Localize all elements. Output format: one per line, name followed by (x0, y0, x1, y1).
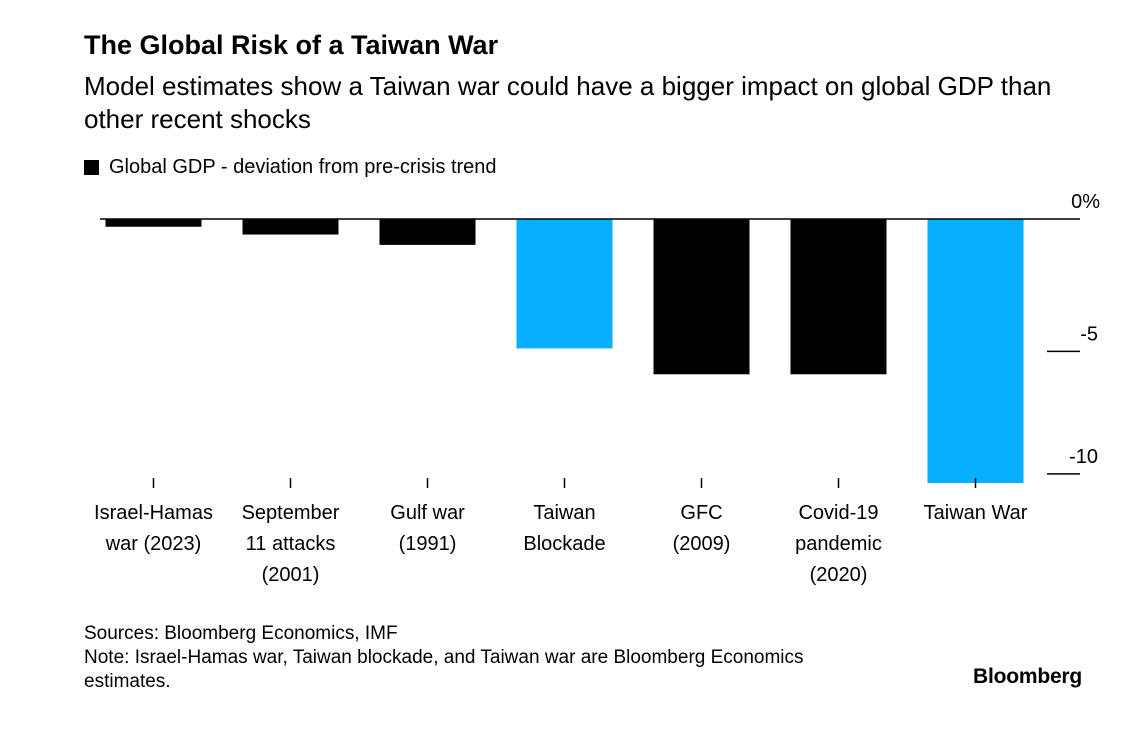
bloomberg-logo: Bloomberg (973, 665, 1083, 688)
legend: Global GDP - deviation from pre-crisis t… (84, 156, 497, 179)
legend-label: Global GDP - deviation from pre-crisis t… (109, 156, 497, 178)
category-label: September 11 attacks (2001) (242, 502, 340, 586)
category-label-line: Covid-19 (798, 502, 878, 524)
category-label-line: war (2023) (105, 533, 202, 555)
bar (790, 219, 887, 375)
category-label: Covid-19 pandemic (2020) (795, 502, 882, 586)
bar (516, 219, 613, 349)
legend-swatch (84, 160, 99, 175)
category-label-line: (1991) (399, 533, 457, 555)
category-label-line: 11 attacks (246, 533, 336, 555)
bar (105, 219, 202, 227)
sources-text: Sources: Bloomberg Economics, IMF (84, 623, 398, 644)
category-label-line: GFC (680, 502, 722, 524)
category-label-line: Gulf war (390, 502, 465, 524)
bar-chart: Israel-Hamas war (2023) September 11 attack… (94, 191, 1100, 586)
category-label-line: September (242, 502, 340, 524)
bar (927, 219, 1024, 483)
category-label-line: Taiwan War (924, 502, 1028, 524)
category-label: Taiwan Blockade (523, 502, 605, 555)
category-label: Gulf war (1991) (390, 502, 465, 555)
category-label-line: (2001) (262, 564, 320, 586)
category-label-line: Blockade (523, 533, 605, 555)
bar (653, 219, 750, 375)
category-label-line: Israel-Hamas (94, 502, 213, 524)
note-text: Note: Israel-Hamas war, Taiwan blockade,… (84, 647, 804, 692)
chart-title: The Global Risk of a Taiwan War (84, 30, 499, 60)
y-tick-label: 0% (1071, 191, 1100, 213)
category-label-line: pandemic (795, 533, 882, 555)
chart-subtitle: Model estimates show a Taiwan war could … (84, 71, 1052, 134)
category-label: GFC (2009) (673, 502, 731, 555)
y-tick-label: -10 (1069, 446, 1098, 468)
category-label-line: (2020) (810, 564, 868, 586)
bar (379, 219, 476, 245)
category-label-line: Taiwan (533, 502, 595, 524)
category-label-line: (2009) (673, 533, 731, 555)
category-label: Taiwan War (924, 502, 1028, 524)
y-tick-label: -5 (1080, 323, 1098, 345)
category-label: Israel-Hamas war (2023) (94, 502, 213, 555)
footer: Sources: Bloomberg Economics, IMF Note: … (84, 622, 844, 694)
bar (242, 219, 339, 235)
